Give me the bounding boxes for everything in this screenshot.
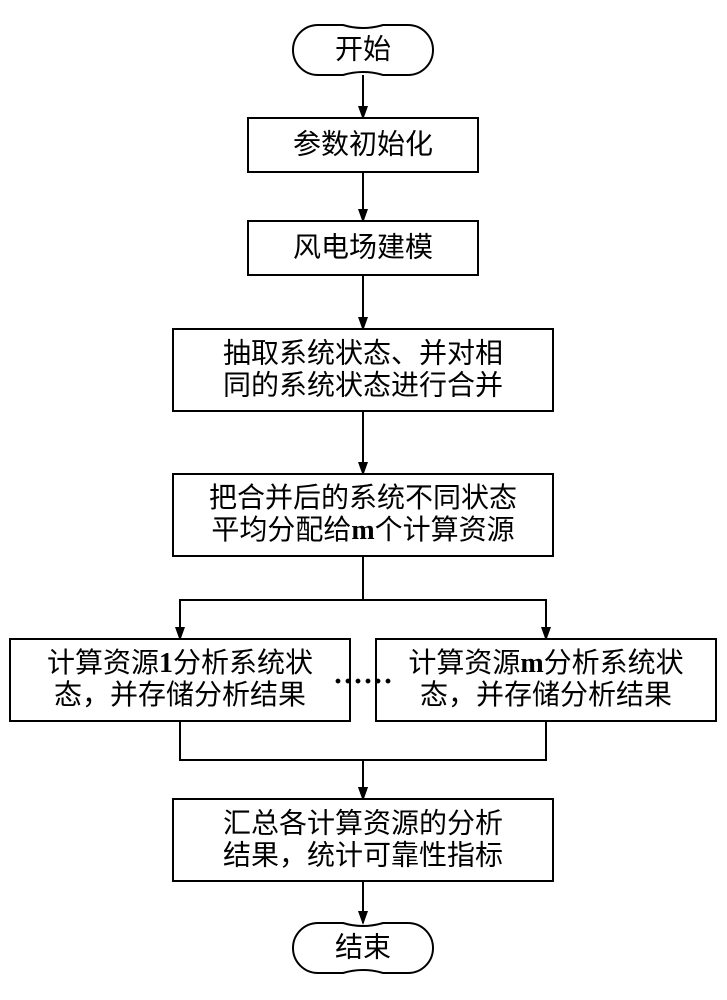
node-n3-line-1: 同的系统状态进行合并 bbox=[223, 370, 503, 402]
node-n4-line-0: 把合并后的系统不同状态 bbox=[209, 482, 517, 514]
node-n5a-line-1: 态，并存储分析结果 bbox=[54, 680, 306, 712]
edge-n4-n5b bbox=[363, 556, 546, 639]
node-n6-line-1: 结果，统计可靠性指标 bbox=[223, 840, 503, 872]
node-n1-label: 参数初始化 bbox=[293, 128, 433, 160]
node-n5b-line-0: 计算资源m分析系统状 bbox=[408, 647, 683, 679]
node-n2-label: 风电场建模 bbox=[293, 231, 433, 263]
node-n5b-line-1: 态，并存储分析结果 bbox=[420, 680, 672, 712]
edge-n5a-n6 bbox=[180, 721, 363, 799]
node-n5a-line-0: 计算资源1分析系统状 bbox=[47, 647, 313, 679]
node-n3-line-0: 抽取系统状态、并对相 bbox=[223, 337, 503, 369]
node-end-label: 结束 bbox=[335, 931, 391, 963]
node-n4-line-1: 平均分配给m个计算资源 bbox=[211, 515, 514, 547]
node-start-label: 开始 bbox=[335, 33, 391, 65]
edge-n4-n5a bbox=[180, 556, 363, 639]
flowchart-canvas: 开始参数初始化风电场建模抽取系统状态、并对相同的系统状态进行合并把合并后的系统不… bbox=[0, 0, 727, 1000]
node-dots: ······ bbox=[333, 665, 393, 698]
edge-n5b-n6 bbox=[363, 721, 546, 799]
node-n6-line-0: 汇总各计算资源的分析 bbox=[223, 807, 503, 839]
